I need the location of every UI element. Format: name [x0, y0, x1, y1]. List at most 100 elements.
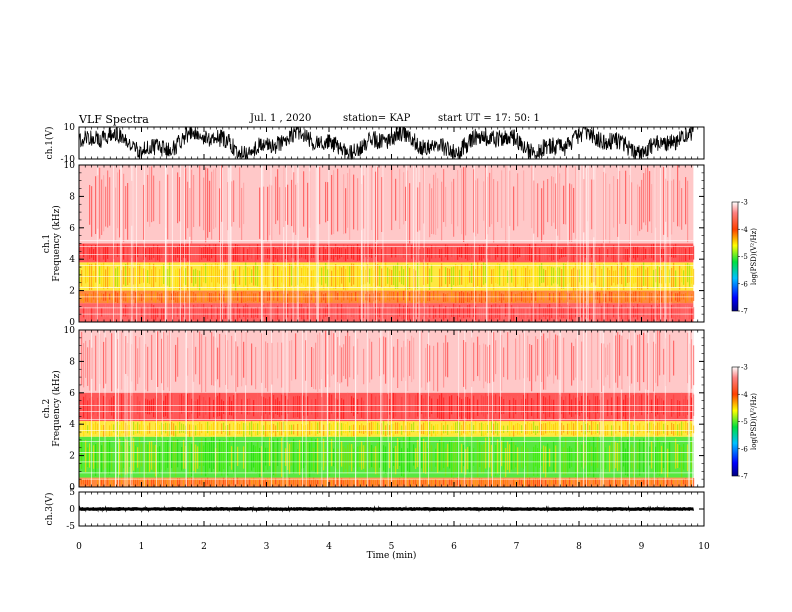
spectrogram-gap	[419, 330, 420, 487]
spectrogram-gap	[326, 330, 328, 487]
spectrogram-gap	[96, 165, 98, 322]
y-tick-label: 5	[69, 488, 75, 498]
spectrogram-gap	[283, 165, 285, 322]
spectrogram-gap	[364, 165, 366, 322]
spectrogram-gap	[143, 330, 145, 487]
spectrogram-gap	[380, 330, 382, 487]
spectrogram-gap	[664, 165, 666, 322]
colorbar-tick-label: -7	[741, 473, 748, 481]
spectrogram-gap	[296, 165, 298, 322]
colorbar-tick-label: -3	[741, 199, 748, 207]
x-tick-label: 8	[576, 542, 582, 552]
x-tick-label: 2	[201, 542, 207, 552]
spectrogram-gap	[583, 165, 584, 322]
y-tick-label: 0	[69, 318, 75, 328]
spectrogram-gap	[653, 330, 655, 487]
spectrogram-gap	[361, 165, 362, 322]
spectrogram-gap	[164, 165, 166, 322]
spectrogram-gap	[387, 330, 389, 487]
spectrogram-gap	[185, 330, 187, 487]
spectrogram-gap	[262, 165, 264, 322]
ch1-colorbar-bar	[731, 201, 739, 312]
start-time-label: start UT = 17: 50: 1	[438, 113, 540, 124]
spectrogram-gap	[540, 330, 542, 487]
y-tick-label: 2	[69, 287, 75, 297]
spectrogram-gap	[136, 165, 138, 322]
spectrogram-gap	[117, 330, 119, 487]
spectrogram-gap	[227, 165, 229, 322]
spectrogram-gap	[464, 330, 466, 487]
spectrogram-gap	[413, 165, 414, 322]
colorbars: -3 -4 -5 -6 -7 log(PSD)(V²/Hz) -3 -4 -5 -6 -7 log(P…	[731, 199, 758, 481]
spectrogram-gap	[586, 330, 587, 487]
spectrogram-gap	[245, 330, 246, 487]
spectrogram-gap	[654, 165, 656, 322]
spectrogram-gap	[558, 330, 560, 487]
spectrogram-gap	[270, 165, 272, 322]
colorbar-tick-label: -5	[741, 253, 748, 261]
spectrogram-gap	[222, 165, 224, 322]
spectrogram-gap	[308, 165, 310, 322]
spectrogram-gap	[188, 165, 190, 322]
spectrogram-gap	[184, 165, 186, 322]
spectrogram-gap	[618, 165, 620, 322]
spectrogram-gap	[381, 330, 383, 487]
spectrogram-gap	[405, 330, 407, 487]
spectrogram-gap	[603, 330, 604, 487]
spectrogram-gap	[366, 330, 368, 487]
spectrogram-gap	[282, 330, 284, 487]
y-tick-label: -10	[61, 155, 76, 165]
spectrogram-gap	[486, 165, 488, 322]
spectrogram-gap	[171, 165, 173, 322]
axes	[78, 126, 705, 527]
ch2-colorbar-bar	[731, 366, 739, 477]
spectrogram-gap	[328, 165, 330, 322]
spectrogram-gap	[418, 165, 420, 322]
x-tick-label: 9	[639, 542, 645, 552]
spectrogram-gap	[367, 165, 369, 322]
colorbar-label: log(PSD)(V²/Hz)	[750, 393, 758, 450]
spectrogram-gap	[487, 330, 489, 487]
spectrogram-gap	[586, 165, 587, 322]
y-tick-label: 0	[69, 483, 75, 493]
x-tick-label: 1	[139, 542, 145, 552]
ch2-freq-ylabel-line: Frequency (kHz)	[51, 370, 62, 447]
spectrogram-gap	[104, 330, 106, 487]
spectrogram-gap	[633, 330, 635, 487]
spectrogram-gap	[664, 330, 666, 487]
spectrogram-gap	[318, 165, 320, 322]
spectrogram-band-4	[79, 165, 694, 244]
waveform-traces	[78, 126, 694, 513]
ch3-ylabel: ch.3(V)	[44, 493, 55, 526]
date-label: Jul. 1 , 2020	[250, 113, 312, 124]
spectrogram-gap	[508, 165, 510, 322]
x-tick-label: 7	[514, 542, 520, 552]
spectrogram-gap	[382, 165, 384, 322]
spectrogram-gap	[620, 330, 622, 487]
spectrogram-gap	[689, 330, 690, 487]
ch3-trace	[78, 505, 694, 513]
spectrogram-gap	[220, 165, 221, 322]
colorbar-tick-label: -6	[741, 445, 748, 453]
spectrogram-gap	[556, 165, 558, 322]
spectrogram-gap	[576, 165, 578, 322]
spectrogram-gap	[302, 330, 303, 487]
x-tick-label: 5	[389, 542, 395, 552]
ch1-freq-ylabel-line: ch.1	[42, 234, 52, 253]
spectrogram-gap	[391, 330, 392, 487]
spectrogram-gap	[628, 330, 630, 487]
spectrogram-gap	[225, 330, 227, 487]
spectrogram-gap	[315, 165, 317, 322]
spectrogram-gap	[373, 165, 375, 322]
ch3-ylabel-line: ch.3(V)	[44, 493, 55, 526]
spectrogram-gap	[228, 165, 230, 322]
spectrogram-gap	[121, 165, 123, 322]
spectrogram-gap	[577, 330, 578, 487]
ch1-freq-ylabel: ch.1 Frequency (kHz)	[42, 205, 62, 282]
spectrogram-gap	[124, 330, 126, 487]
spectrogram-gap	[599, 330, 601, 487]
spectrogram-band-1	[79, 436, 694, 478]
ch2-colorbar: -3 -4 -5 -6 -7 log(PSD)(V²/Hz)	[731, 364, 758, 481]
spectrogram-gap	[583, 330, 585, 487]
spectrogram-gap	[292, 165, 294, 322]
